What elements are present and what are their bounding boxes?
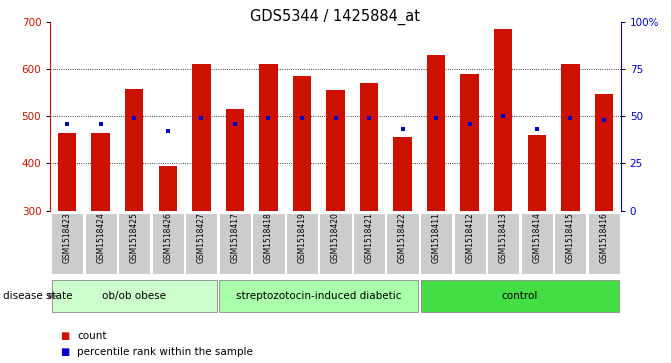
Text: GSM1518427: GSM1518427 [197,212,206,264]
Point [263,115,274,121]
Bar [118,212,150,274]
Bar [319,212,352,274]
Point [464,121,475,127]
Bar [185,212,217,274]
Text: GSM1518423: GSM1518423 [62,212,72,264]
Text: GSM1518412: GSM1518412 [465,212,474,263]
Text: GSM1518415: GSM1518415 [566,212,575,264]
Bar [494,29,513,211]
Point [364,115,374,121]
Bar [521,212,553,274]
Text: GDS5344 / 1425884_at: GDS5344 / 1425884_at [250,9,421,25]
Text: GSM1518424: GSM1518424 [96,212,105,264]
Bar [554,212,586,274]
Bar [421,280,619,312]
Bar [58,132,76,211]
Bar [158,166,177,211]
Text: GSM1518422: GSM1518422 [398,212,407,263]
Text: ■: ■ [60,331,70,341]
Bar [360,83,378,211]
Bar [353,212,385,274]
Bar [326,90,345,211]
Point [599,117,609,123]
Text: GSM1518418: GSM1518418 [264,212,273,263]
Text: streptozotocin-induced diabetic: streptozotocin-induced diabetic [236,291,401,301]
Bar [527,135,546,211]
Text: GSM1518419: GSM1518419 [297,212,307,264]
Bar [52,280,217,312]
Bar [393,137,412,211]
Bar [219,280,418,312]
Text: count: count [77,331,107,341]
Bar [219,212,251,274]
Bar [427,55,446,211]
Bar [252,212,285,274]
Text: ob/ob obese: ob/ob obese [102,291,166,301]
Bar [286,212,318,274]
Bar [293,76,311,211]
Point [95,121,106,127]
Text: GSM1518417: GSM1518417 [230,212,240,264]
Point [162,129,173,134]
Text: GSM1518416: GSM1518416 [599,212,609,264]
Point [431,115,442,121]
Text: control: control [502,291,538,301]
Text: disease state: disease state [3,291,73,301]
Text: GSM1518425: GSM1518425 [130,212,139,264]
Text: GSM1518420: GSM1518420 [331,212,340,264]
Text: GSM1518421: GSM1518421 [364,212,374,263]
Bar [420,212,452,274]
Bar [595,94,613,211]
Point [129,115,140,121]
Point [297,115,307,121]
Bar [460,74,479,211]
Bar [192,64,211,211]
Point [196,115,207,121]
Polygon shape [49,293,57,298]
Bar [125,89,144,211]
Bar [259,64,278,211]
Text: ■: ■ [60,347,70,357]
Bar [487,212,519,274]
Bar [152,212,184,274]
Point [397,126,408,132]
Point [229,121,240,127]
Text: GSM1518414: GSM1518414 [532,212,541,264]
Text: GSM1518426: GSM1518426 [163,212,172,264]
Bar [91,132,110,211]
Bar [561,64,580,211]
Text: GSM1518413: GSM1518413 [499,212,508,264]
Text: GSM1518411: GSM1518411 [431,212,441,263]
Point [565,115,576,121]
Bar [588,212,620,274]
Bar [51,212,83,274]
Bar [454,212,486,274]
Text: percentile rank within the sample: percentile rank within the sample [77,347,253,357]
Point [531,126,542,132]
Point [62,121,72,127]
Point [498,113,509,119]
Bar [225,109,244,211]
Bar [85,212,117,274]
Point [330,115,341,121]
Bar [386,212,419,274]
